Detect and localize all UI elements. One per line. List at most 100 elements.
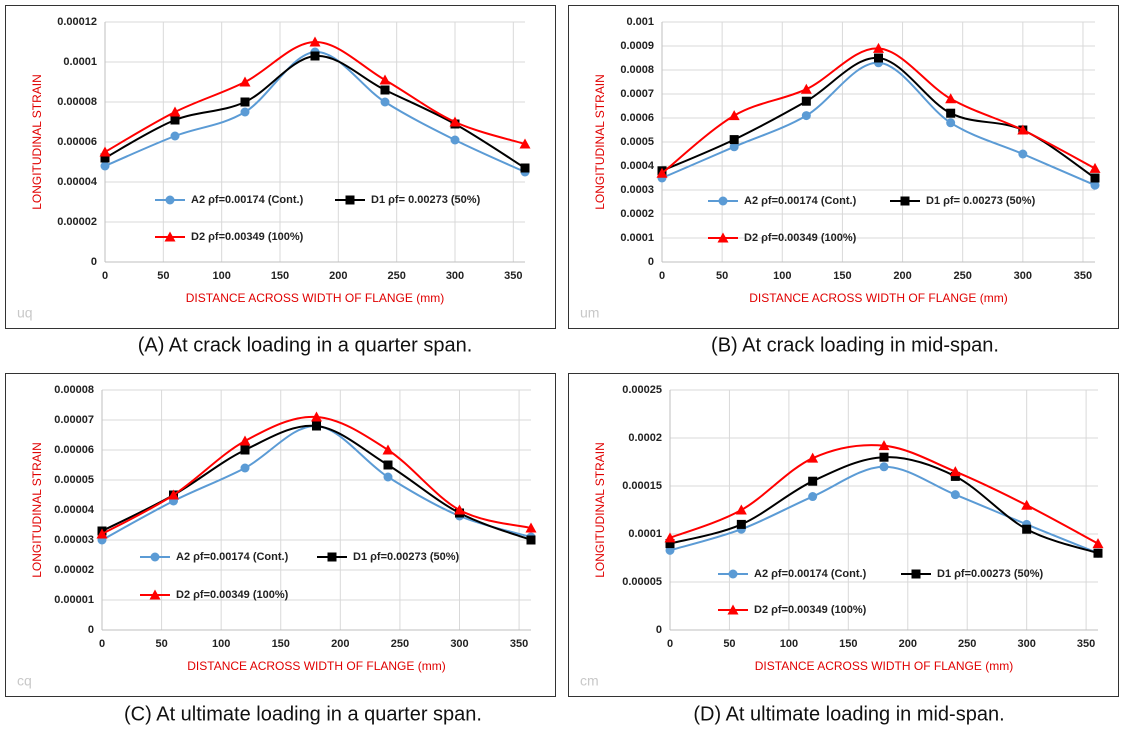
x-tick-label: 200 xyxy=(329,270,347,282)
y-tick-label: 0.0001 xyxy=(628,528,662,540)
marker xyxy=(808,492,818,502)
marker xyxy=(240,463,250,473)
marker xyxy=(164,231,176,242)
watermark: uq xyxy=(17,305,33,321)
y-tick-label: 0.0004 xyxy=(620,160,655,172)
x-tick-label: 200 xyxy=(893,270,911,282)
marker xyxy=(879,462,889,472)
marker xyxy=(165,195,175,205)
marker xyxy=(383,460,393,470)
marker xyxy=(382,444,394,455)
x-tick-label: 250 xyxy=(954,270,972,282)
marker xyxy=(949,466,961,477)
x-tick-label: 150 xyxy=(833,270,851,282)
x-tick-label: 0 xyxy=(667,638,673,650)
caption: (D) At ultimate loading in mid-span. xyxy=(693,703,1004,725)
marker xyxy=(1017,124,1029,135)
marker xyxy=(727,604,739,615)
x-tick-label: 250 xyxy=(958,638,976,650)
marker xyxy=(878,440,890,451)
marker xyxy=(945,93,957,104)
y-tick-label: 0.0003 xyxy=(620,184,654,196)
y-axis-label: LONGITUDINAL STRAIN xyxy=(30,442,44,578)
x-tick-label: 100 xyxy=(773,270,791,282)
x-axis-label: DISTANCE ACROSS WIDTH OF FLANGE (mm) xyxy=(755,659,1013,673)
y-tick-label: 0.00002 xyxy=(57,216,97,228)
marker xyxy=(309,36,321,47)
marker xyxy=(520,163,530,173)
marker xyxy=(801,111,811,121)
watermark: um xyxy=(580,305,599,321)
y-tick-label: 0.00004 xyxy=(54,504,95,516)
y-tick-label: 0 xyxy=(91,256,97,268)
marker xyxy=(808,476,818,486)
x-tick-label: 150 xyxy=(272,638,290,650)
marker xyxy=(1090,173,1100,183)
marker xyxy=(519,138,531,149)
y-tick-label: 0.00025 xyxy=(622,384,662,396)
y-tick-label: 0.00005 xyxy=(54,474,94,486)
legend-label: A2 ρf=0.00174 (Cont.) xyxy=(744,195,857,207)
x-tick-label: 350 xyxy=(504,270,522,282)
y-tick-label: 0.00004 xyxy=(57,176,98,188)
marker xyxy=(728,569,738,579)
legend-label: A2 ρf=0.00174 (Cont.) xyxy=(176,551,289,563)
y-tick-label: 0.00008 xyxy=(57,96,97,108)
x-tick-label: 100 xyxy=(212,638,230,650)
marker xyxy=(729,135,739,145)
marker xyxy=(526,535,536,545)
x-tick-label: 100 xyxy=(780,638,798,650)
legend-label: D1 ρf= 0.00273 (50%) xyxy=(926,195,1036,207)
y-tick-label: 0.0002 xyxy=(628,432,662,444)
marker xyxy=(380,85,390,95)
legend-label: D2 ρf=0.00349 (100%) xyxy=(754,604,867,616)
chart-panel: 0 0.00001 0.00002 0.00003 0.00004 0.00005 0.00… xyxy=(5,373,556,697)
x-tick-label: 300 xyxy=(450,638,468,650)
marker xyxy=(950,490,960,500)
x-tick-label: 300 xyxy=(1017,638,1035,650)
x-tick-label: 250 xyxy=(387,270,405,282)
marker xyxy=(950,471,960,481)
marker xyxy=(800,83,812,94)
marker xyxy=(1093,548,1103,558)
marker xyxy=(311,411,322,422)
legend-label: A2 ρf=0.00174 (Cont.) xyxy=(754,568,867,580)
marker xyxy=(946,108,956,118)
x-tick-label: 150 xyxy=(839,638,857,650)
x-tick-label: 100 xyxy=(212,270,230,282)
marker xyxy=(1089,162,1101,173)
marker xyxy=(717,232,729,243)
y-tick-label: 0 xyxy=(656,624,662,636)
y-tick-label: 0.0008 xyxy=(620,64,654,76)
chart-panel: 0 0.00002 0.00004 0.00006 0.00008 0.0001 0.000… xyxy=(5,5,556,329)
caption: (B) At crack loading in mid-span. xyxy=(711,334,999,356)
x-tick-label: 50 xyxy=(723,638,735,650)
y-tick-label: 0.00003 xyxy=(54,534,94,546)
marker xyxy=(100,161,110,171)
marker xyxy=(169,106,181,117)
marker xyxy=(170,131,180,141)
marker xyxy=(383,472,393,482)
x-tick-label: 200 xyxy=(899,638,917,650)
x-axis-label: DISTANCE ACROSS WIDTH OF FLANGE (mm) xyxy=(187,659,445,673)
marker xyxy=(380,97,390,107)
marker xyxy=(665,539,675,549)
chart-panel: 0 0.00005 0.0001 0.00015 0.0002 0.00025 0 50 100… xyxy=(568,373,1119,697)
legend-label: D1 ρf= 0.00273 (50%) xyxy=(371,194,481,206)
y-tick-label: 0.00015 xyxy=(622,480,662,492)
marker xyxy=(239,435,251,446)
marker xyxy=(1022,524,1032,534)
marker xyxy=(879,452,889,462)
x-tick-label: 200 xyxy=(331,638,349,650)
y-tick-label: 0.00006 xyxy=(57,136,97,148)
legend-label: D2 ρf=0.00349 (100%) xyxy=(744,232,857,244)
marker xyxy=(735,504,747,515)
marker xyxy=(1092,538,1104,549)
x-tick-label: 150 xyxy=(271,270,289,282)
marker xyxy=(525,522,537,533)
y-tick-label: 0.00001 xyxy=(54,594,94,606)
watermark: cm xyxy=(580,673,599,689)
marker xyxy=(454,504,465,515)
marker xyxy=(379,74,391,85)
marker xyxy=(664,532,676,543)
